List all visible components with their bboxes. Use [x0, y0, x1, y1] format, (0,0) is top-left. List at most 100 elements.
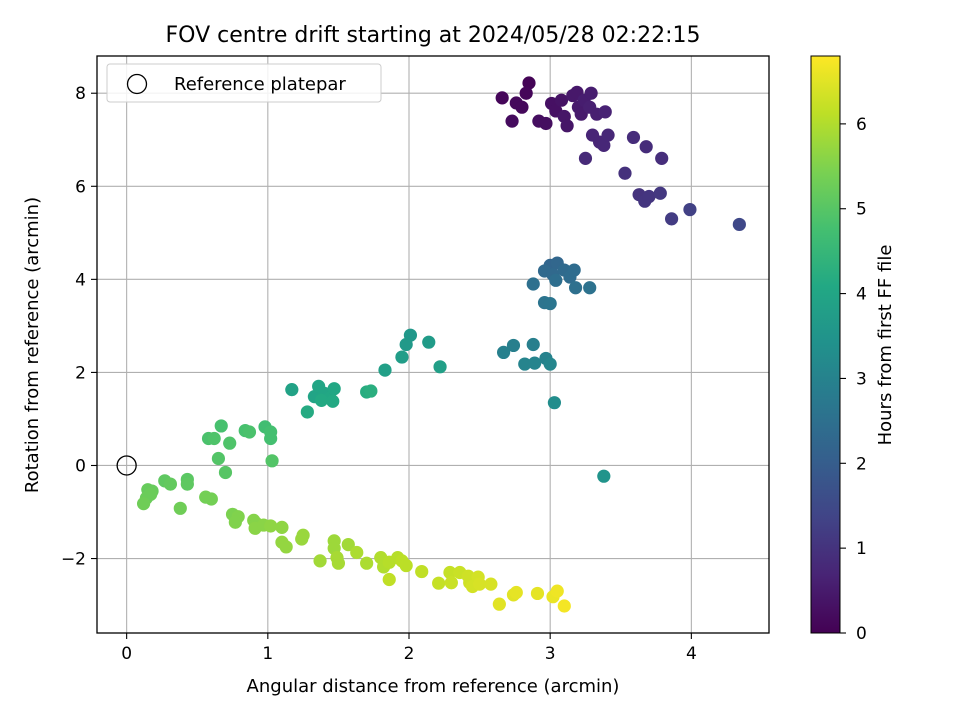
x-axis-ticks: 0 1 2 3 4: [121, 633, 697, 664]
colorbar-tick-label: 6: [856, 115, 867, 135]
data-point: [642, 189, 656, 204]
data-point: [136, 497, 151, 511]
data-point: [444, 576, 458, 590]
data-point: [526, 277, 540, 291]
y-tick-label: −2: [61, 550, 86, 570]
data-point: [264, 519, 278, 533]
data-point: [296, 528, 310, 542]
data-point: [496, 345, 511, 360]
x-tick-label: 4: [686, 644, 697, 664]
data-point: [313, 554, 327, 568]
data-point: [331, 556, 346, 570]
colorbar-tick-label: 5: [856, 200, 867, 220]
data-point: [378, 363, 392, 377]
data-point: [515, 100, 529, 114]
data-point: [583, 281, 597, 295]
data-point: [597, 138, 611, 152]
y-axis-label: Rotation from reference (arcmin): [22, 197, 43, 493]
x-tick-label: 2: [404, 644, 415, 664]
data-point: [472, 577, 487, 591]
chart-title: FOV centre drift starting at 2024/05/28 …: [166, 23, 701, 48]
data-point: [314, 393, 329, 407]
y-tick-label: 0: [75, 456, 86, 476]
data-point: [265, 454, 279, 468]
data-point: [597, 469, 611, 483]
data-point: [300, 405, 314, 419]
x-axis-label: Angular distance from reference (arcmin): [247, 676, 620, 697]
colorbar: [810, 55, 841, 634]
data-point: [341, 537, 355, 552]
data-point: [484, 577, 498, 591]
data-point: [211, 451, 226, 466]
data-point: [518, 357, 532, 371]
data-point: [204, 492, 218, 506]
data-point: [382, 572, 396, 587]
data-point: [218, 465, 233, 480]
legend-box: [106, 63, 382, 103]
data-point: [506, 338, 521, 353]
legend: Reference platepar: [106, 63, 382, 103]
y-tick-label: 6: [75, 177, 86, 197]
data-point: [279, 540, 293, 554]
data-point: [350, 545, 364, 560]
data-point: [214, 419, 228, 433]
data-point: [598, 105, 612, 119]
reference-marker-group: [116, 455, 137, 476]
data-point: [360, 556, 374, 570]
data-point: [519, 86, 533, 100]
data-point: [626, 130, 641, 145]
colorbar-tick-label: 1: [856, 539, 867, 559]
data-point: [399, 337, 413, 352]
colorbar-label: Hours from first FF file: [875, 245, 896, 446]
data-point: [163, 477, 178, 491]
data-point: [732, 217, 746, 232]
data-point: [554, 93, 569, 107]
data-point: [549, 273, 563, 287]
y-tick-label: 4: [75, 270, 86, 290]
data-point: [618, 166, 632, 180]
colorbar-tick-label: 2: [856, 454, 867, 474]
data-point: [432, 576, 446, 590]
data-point: [173, 501, 187, 515]
data-point: [547, 396, 562, 410]
data-point: [242, 425, 257, 439]
data-point: [578, 151, 593, 165]
data-point: [530, 586, 545, 601]
data-point: [683, 202, 697, 217]
data-point: [653, 186, 667, 200]
legend-entry-label: Reference platepar: [174, 74, 346, 95]
data-point: [364, 384, 378, 398]
colorbar-tick-label: 3: [856, 369, 867, 389]
data-point: [601, 128, 615, 142]
data-point: [433, 360, 447, 374]
data-point: [509, 585, 523, 600]
data-point: [584, 86, 598, 100]
data-point: [550, 584, 564, 598]
data-point: [228, 515, 242, 529]
data-points: [136, 76, 746, 613]
data-point: [539, 116, 553, 131]
data-point: [543, 357, 557, 371]
data-point: [399, 558, 413, 573]
x-tick-label: 3: [545, 644, 556, 664]
data-point: [526, 337, 540, 352]
data-point: [327, 382, 341, 396]
data-point: [326, 394, 340, 408]
data-point: [639, 140, 653, 154]
y-axis-ticks: −2 0 2 4 6 8: [61, 84, 97, 570]
data-point: [285, 383, 299, 397]
x-tick-label: 0: [121, 644, 132, 664]
x-tick-label: 1: [262, 644, 273, 664]
colorbar-tick-label: 0: [856, 624, 867, 644]
legend-marker-icon: [126, 73, 148, 95]
data-point: [568, 281, 583, 295]
data-point: [505, 114, 519, 128]
data-point: [567, 263, 581, 277]
colorbar-ticks: 0 1 2 3 4 5 6: [840, 115, 867, 644]
plot-area-frame: [96, 55, 770, 634]
data-point: [275, 520, 289, 534]
data-point: [395, 350, 409, 364]
colorbar-tick-label: 4: [856, 285, 867, 305]
data-point: [664, 212, 679, 226]
